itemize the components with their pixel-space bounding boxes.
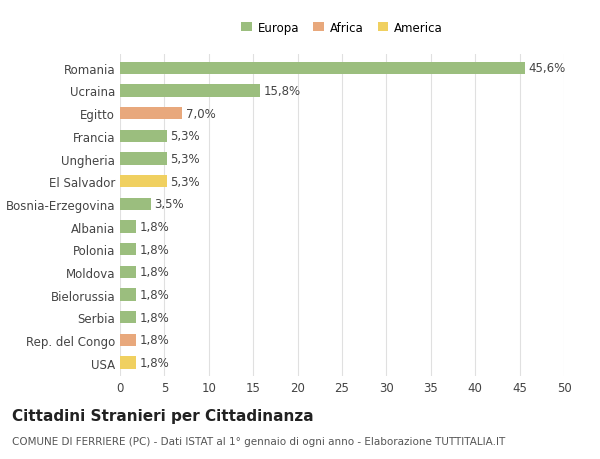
Text: COMUNE DI FERRIERE (PC) - Dati ISTAT al 1° gennaio di ogni anno - Elaborazione T: COMUNE DI FERRIERE (PC) - Dati ISTAT al …: [12, 436, 505, 446]
Bar: [120, 175, 167, 188]
Bar: [120, 311, 136, 324]
Text: 1,8%: 1,8%: [140, 311, 169, 324]
Text: 7,0%: 7,0%: [186, 107, 215, 120]
Text: 1,8%: 1,8%: [140, 266, 169, 279]
Bar: [120, 108, 182, 120]
Bar: [120, 243, 136, 256]
Bar: [120, 85, 260, 97]
Legend: Europa, Africa, America: Europa, Africa, America: [239, 19, 445, 37]
Bar: [120, 198, 151, 211]
Bar: [120, 221, 136, 233]
Text: Cittadini Stranieri per Cittadinanza: Cittadini Stranieri per Cittadinanza: [12, 409, 314, 424]
Text: 1,8%: 1,8%: [140, 334, 169, 347]
Text: 15,8%: 15,8%: [264, 85, 301, 98]
Text: 1,8%: 1,8%: [140, 356, 169, 369]
Bar: [120, 357, 136, 369]
Text: 1,8%: 1,8%: [140, 221, 169, 234]
Bar: [120, 266, 136, 279]
Text: 5,3%: 5,3%: [170, 130, 200, 143]
Bar: [120, 62, 525, 75]
Text: 1,8%: 1,8%: [140, 243, 169, 256]
Bar: [120, 289, 136, 301]
Text: 5,3%: 5,3%: [170, 153, 200, 166]
Text: 1,8%: 1,8%: [140, 288, 169, 302]
Bar: [120, 153, 167, 165]
Text: 3,5%: 3,5%: [155, 198, 184, 211]
Text: 45,6%: 45,6%: [529, 62, 566, 75]
Bar: [120, 334, 136, 347]
Bar: [120, 130, 167, 143]
Text: 5,3%: 5,3%: [170, 175, 200, 188]
